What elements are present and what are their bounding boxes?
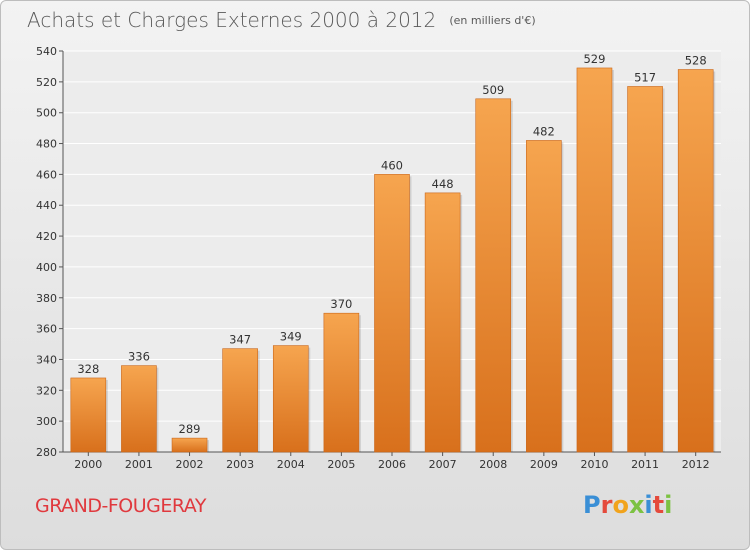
bar-layer: [70, 67, 716, 453]
bar-2011: [627, 86, 663, 453]
x-tick-label-2004: 2004: [277, 458, 305, 471]
bar-2000: [70, 377, 107, 453]
bar-2002: [171, 437, 208, 453]
data-label-2000: 328: [77, 362, 99, 376]
bar-2005: [323, 312, 360, 453]
x-tick-label-2006: 2006: [378, 458, 406, 471]
x-tick-label-2005: 2005: [327, 458, 355, 471]
data-label-2012: 528: [685, 54, 707, 68]
x-tick-label-2002: 2002: [176, 458, 204, 471]
y-tick-label: 480: [36, 138, 57, 151]
y-tick-label: 540: [36, 45, 57, 58]
bar-2007: [424, 192, 461, 453]
bar-2009: [526, 140, 562, 453]
data-label-2008: 509: [482, 83, 504, 97]
y-tick-label: 500: [36, 107, 57, 120]
label-layer: 328 2000 336 2001 289 2002 347 2003 349 2004 370 20…: [74, 52, 709, 471]
data-label-2006: 460: [381, 158, 403, 172]
chart-title-block: Achats et Charges Externes 2000 à 2012 (…: [27, 8, 536, 32]
logo-letter: t: [652, 491, 665, 519]
bar-2008: [475, 98, 512, 453]
x-tick-label-2009: 2009: [530, 458, 558, 471]
bar-2010: [576, 67, 613, 453]
logo-letter: r: [600, 491, 613, 519]
logo-letter: P: [583, 491, 601, 519]
bar-2001: [121, 365, 157, 453]
chart-title: Achats et Charges Externes 2000 à 2012: [27, 8, 437, 32]
logo-letter: i: [644, 491, 653, 519]
y-tick-label: 280: [36, 446, 57, 459]
data-label-2003: 347: [229, 333, 251, 347]
x-tick-label-2000: 2000: [74, 458, 102, 471]
proxiti-logo: Proxiti: [583, 491, 672, 519]
y-tick-label: 340: [36, 353, 57, 366]
data-label-2009: 482: [533, 124, 555, 138]
y-tick-label: 400: [36, 261, 57, 274]
bar-2006: [374, 174, 410, 453]
y-tick-label: 460: [36, 168, 57, 181]
y-tick-label: 300: [36, 415, 57, 428]
x-tick-label-2010: 2010: [580, 458, 608, 471]
x-tick-label-2003: 2003: [226, 458, 254, 471]
y-tick-label: 380: [36, 292, 57, 305]
y-tick-label: 360: [36, 323, 57, 336]
x-tick-label-2007: 2007: [429, 458, 457, 471]
x-tick-label-2008: 2008: [479, 458, 507, 471]
logo-letter: i: [664, 491, 673, 519]
data-label-2011: 517: [634, 70, 656, 84]
y-tick-label: 520: [36, 76, 57, 89]
x-tick-label-2001: 2001: [125, 458, 153, 471]
data-label-2005: 370: [330, 297, 352, 311]
data-label-2007: 448: [432, 177, 454, 191]
chart-unit: (en milliers d'€): [449, 14, 536, 27]
y-tick-label: 320: [36, 384, 57, 397]
data-label-2001: 336: [128, 350, 150, 364]
logo-letter: o: [612, 491, 629, 519]
y-tick-label: 440: [36, 199, 57, 212]
bar-2012: [677, 69, 714, 453]
logo-letter: x: [628, 491, 645, 519]
data-label-2010: 529: [583, 52, 605, 66]
x-tick-label-2011: 2011: [631, 458, 659, 471]
y-tick-label: 420: [36, 230, 57, 243]
data-label-2004: 349: [280, 330, 302, 344]
data-label-2002: 289: [179, 422, 201, 436]
x-tick-label-2012: 2012: [682, 458, 710, 471]
bar-2003: [222, 348, 258, 453]
commune-name: GRAND-FOUGERAY: [35, 495, 206, 517]
bar-2004: [272, 345, 309, 453]
